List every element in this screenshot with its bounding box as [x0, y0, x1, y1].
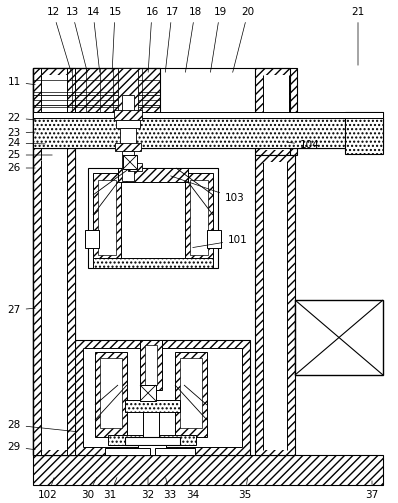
- Text: 15: 15: [108, 7, 122, 72]
- Text: 23: 23: [8, 128, 35, 138]
- Bar: [108, 435, 196, 445]
- Bar: [122, 151, 134, 181]
- Text: 37: 37: [365, 481, 378, 500]
- Text: 27: 27: [8, 305, 35, 315]
- Text: 103: 103: [171, 176, 245, 203]
- Bar: [180, 358, 202, 428]
- Bar: [190, 180, 208, 255]
- Bar: [83, 348, 242, 447]
- Text: 101: 101: [193, 235, 248, 247]
- Text: 33: 33: [163, 478, 177, 500]
- Bar: [120, 128, 136, 148]
- Text: 12: 12: [47, 7, 71, 72]
- Text: 35: 35: [238, 478, 252, 500]
- Bar: [295, 300, 383, 375]
- Text: 104: 104: [288, 140, 320, 150]
- Bar: [138, 445, 166, 455]
- Text: 14: 14: [86, 7, 100, 72]
- Bar: [155, 448, 195, 455]
- Bar: [263, 75, 289, 150]
- Text: 18: 18: [185, 7, 202, 72]
- Bar: [100, 358, 122, 428]
- Bar: [255, 68, 297, 155]
- Text: 28: 28: [8, 420, 77, 432]
- Bar: [105, 448, 150, 455]
- Text: 22: 22: [8, 113, 35, 123]
- Text: 30: 30: [82, 477, 97, 500]
- Bar: [145, 345, 157, 385]
- Text: 11: 11: [8, 77, 35, 87]
- Bar: [115, 143, 141, 151]
- Text: 21: 21: [351, 7, 365, 65]
- Bar: [67, 68, 75, 455]
- Bar: [143, 412, 159, 437]
- Bar: [98, 180, 116, 255]
- Bar: [33, 155, 75, 455]
- Text: 20: 20: [233, 7, 255, 72]
- Bar: [95, 352, 127, 437]
- Bar: [118, 68, 138, 120]
- Bar: [93, 173, 121, 261]
- Text: 13: 13: [65, 7, 87, 72]
- Bar: [140, 340, 162, 390]
- Bar: [125, 437, 180, 445]
- Bar: [118, 168, 188, 182]
- Bar: [175, 352, 207, 437]
- Bar: [125, 400, 180, 412]
- Text: 24: 24: [8, 138, 45, 148]
- Bar: [40, 75, 68, 450]
- Text: 26: 26: [8, 163, 35, 173]
- Bar: [33, 68, 41, 455]
- Bar: [75, 340, 250, 455]
- Bar: [33, 455, 383, 485]
- Text: 31: 31: [103, 477, 117, 500]
- Bar: [128, 163, 142, 171]
- Text: 29: 29: [8, 442, 35, 452]
- Text: 102: 102: [38, 478, 58, 500]
- Bar: [255, 155, 295, 455]
- Bar: [116, 120, 140, 128]
- Text: 34: 34: [186, 478, 200, 500]
- Text: 19: 19: [211, 7, 226, 72]
- Bar: [33, 112, 383, 118]
- Bar: [85, 230, 99, 248]
- Bar: [114, 110, 142, 120]
- Bar: [33, 68, 160, 120]
- Bar: [123, 155, 137, 169]
- Bar: [33, 68, 75, 455]
- Bar: [140, 385, 156, 401]
- Text: 16: 16: [145, 7, 159, 72]
- Text: 32: 32: [141, 478, 155, 500]
- Bar: [122, 95, 134, 118]
- Bar: [263, 162, 287, 450]
- Bar: [88, 168, 218, 268]
- Bar: [33, 118, 383, 148]
- Bar: [345, 112, 383, 154]
- Bar: [185, 173, 213, 261]
- Text: 17: 17: [165, 7, 179, 72]
- Bar: [207, 230, 221, 248]
- Text: 25: 25: [8, 150, 52, 160]
- Bar: [41, 160, 67, 450]
- Bar: [93, 258, 213, 268]
